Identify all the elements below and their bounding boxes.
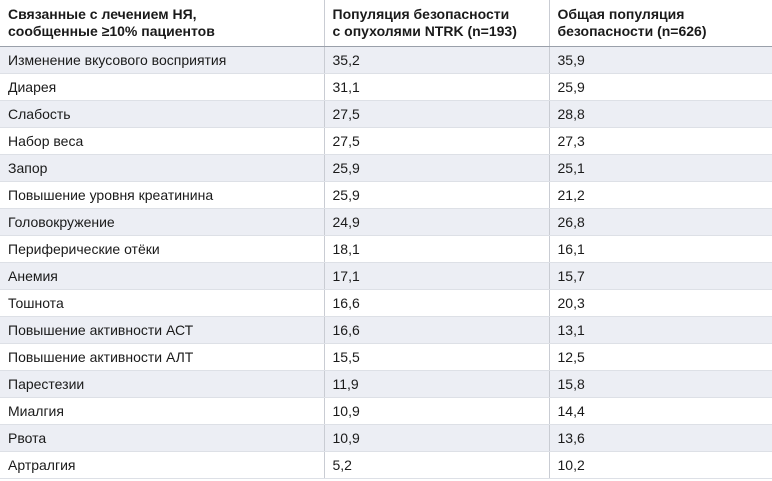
percent-cell: 10,9 xyxy=(323,397,549,425)
percent-cell: 27,5 xyxy=(323,127,549,155)
percent-cell: 14,4 xyxy=(548,397,772,425)
header-line: безопасности (n=626) xyxy=(557,23,707,39)
table-row: Повышение активности АЛТ 15,5 12,5 xyxy=(0,343,772,371)
table-row: Головокружение 24,9 26,8 xyxy=(0,208,772,236)
event-name: Набор веса xyxy=(0,127,324,155)
percent-cell: 18,1 xyxy=(323,235,549,263)
percent-cell: 27,5 xyxy=(323,100,549,128)
header-cell: Популяция безопасности с опухолями NTRK (… xyxy=(323,0,549,47)
percent-cell: 15,7 xyxy=(548,262,772,290)
event-name: Повышение активности АЛТ xyxy=(0,343,324,371)
percent-cell: 25,9 xyxy=(548,73,772,101)
event-name: Тошнота xyxy=(0,289,324,317)
header-cell: Связанные с лечением НЯ, сообщенные ≥10% … xyxy=(0,0,324,47)
header-line: с опухолями NTRK (n=193) xyxy=(332,23,517,39)
percent-cell: 11,9 xyxy=(323,370,549,398)
event-name: Рвота xyxy=(0,424,324,452)
percent-cell: 17,1 xyxy=(323,262,549,290)
percent-cell: 5,2 xyxy=(323,451,549,479)
table-row: Тошнота 16,6 20,3 xyxy=(0,289,772,317)
event-name: Диарея xyxy=(0,73,324,101)
header-row: Связанные с лечением НЯ, сообщенные ≥10% … xyxy=(0,0,772,47)
percent-cell: 21,2 xyxy=(548,181,772,209)
header-line: сообщенные ≥10% пациентов xyxy=(8,23,215,39)
event-name: Головокружение xyxy=(0,208,324,236)
header-line: Связанные с лечением НЯ, xyxy=(8,6,197,22)
percent-cell: 15,5 xyxy=(323,343,549,371)
table-row: Анемия 17,1 15,7 xyxy=(0,262,772,290)
table-row: Слабость 27,5 28,8 xyxy=(0,100,772,128)
percent-cell: 25,9 xyxy=(323,181,549,209)
percent-cell: 28,8 xyxy=(548,100,772,128)
percent-cell: 16,6 xyxy=(323,289,549,317)
percent-cell: 16,6 xyxy=(323,316,549,344)
table-row: Запор 25,9 25,1 xyxy=(0,154,772,182)
percent-cell: 10,9 xyxy=(323,424,549,452)
table-body: Изменение вкусового восприятия 35,2 35,9 Ди… xyxy=(0,46,772,479)
percent-cell: 13,1 xyxy=(548,316,772,344)
percent-cell: 20,3 xyxy=(548,289,772,317)
percent-cell: 16,1 xyxy=(548,235,772,263)
table-row: Набор веса 27,5 27,3 xyxy=(0,127,772,155)
event-name: Повышение уровня креатинина xyxy=(0,181,324,209)
event-name: Парестезии xyxy=(0,370,324,398)
event-name: Анемия xyxy=(0,262,324,290)
percent-cell: 31,1 xyxy=(323,73,549,101)
event-name: Изменение вкусового восприятия xyxy=(0,46,324,74)
percent-cell: 25,9 xyxy=(323,154,549,182)
event-name: Слабость xyxy=(0,100,324,128)
table-row: Периферические отёки 18,1 16,1 xyxy=(0,235,772,263)
percent-cell: 10,2 xyxy=(548,451,772,479)
table-row: Артралгия 5,2 10,2 xyxy=(0,451,772,479)
table-row: Миалгия 10,9 14,4 xyxy=(0,397,772,425)
table-row: Рвота 10,9 13,6 xyxy=(0,424,772,452)
header-line: Общая популяция xyxy=(557,6,685,22)
percent-cell: 25,1 xyxy=(548,154,772,182)
event-name: Периферические отёки xyxy=(0,235,324,263)
table-row: Повышение уровня креатинина 25,9 21,2 xyxy=(0,181,772,209)
header-line: Популяция безопасности xyxy=(332,6,510,22)
percent-cell: 35,2 xyxy=(323,46,549,74)
percent-cell: 13,6 xyxy=(548,424,772,452)
table-row: Парестезии 11,9 15,8 xyxy=(0,370,772,398)
event-name: Повышение активности АСТ xyxy=(0,316,324,344)
header-cell: Общая популяция безопасности (n=626) xyxy=(548,0,772,47)
percent-cell: 12,5 xyxy=(548,343,772,371)
event-name: Миалгия xyxy=(0,397,324,425)
table-row: Повышение активности АСТ 16,6 13,1 xyxy=(0,316,772,344)
table-row: Изменение вкусового восприятия 35,2 35,9 xyxy=(0,46,772,74)
percent-cell: 15,8 xyxy=(548,370,772,398)
percent-cell: 26,8 xyxy=(548,208,772,236)
event-name: Артралгия xyxy=(0,451,324,479)
percent-cell: 24,9 xyxy=(323,208,549,236)
percent-cell: 27,3 xyxy=(548,127,772,155)
event-name: Запор xyxy=(0,154,324,182)
percent-cell: 35,9 xyxy=(548,46,772,74)
table-row: Диарея 31,1 25,9 xyxy=(0,73,772,101)
